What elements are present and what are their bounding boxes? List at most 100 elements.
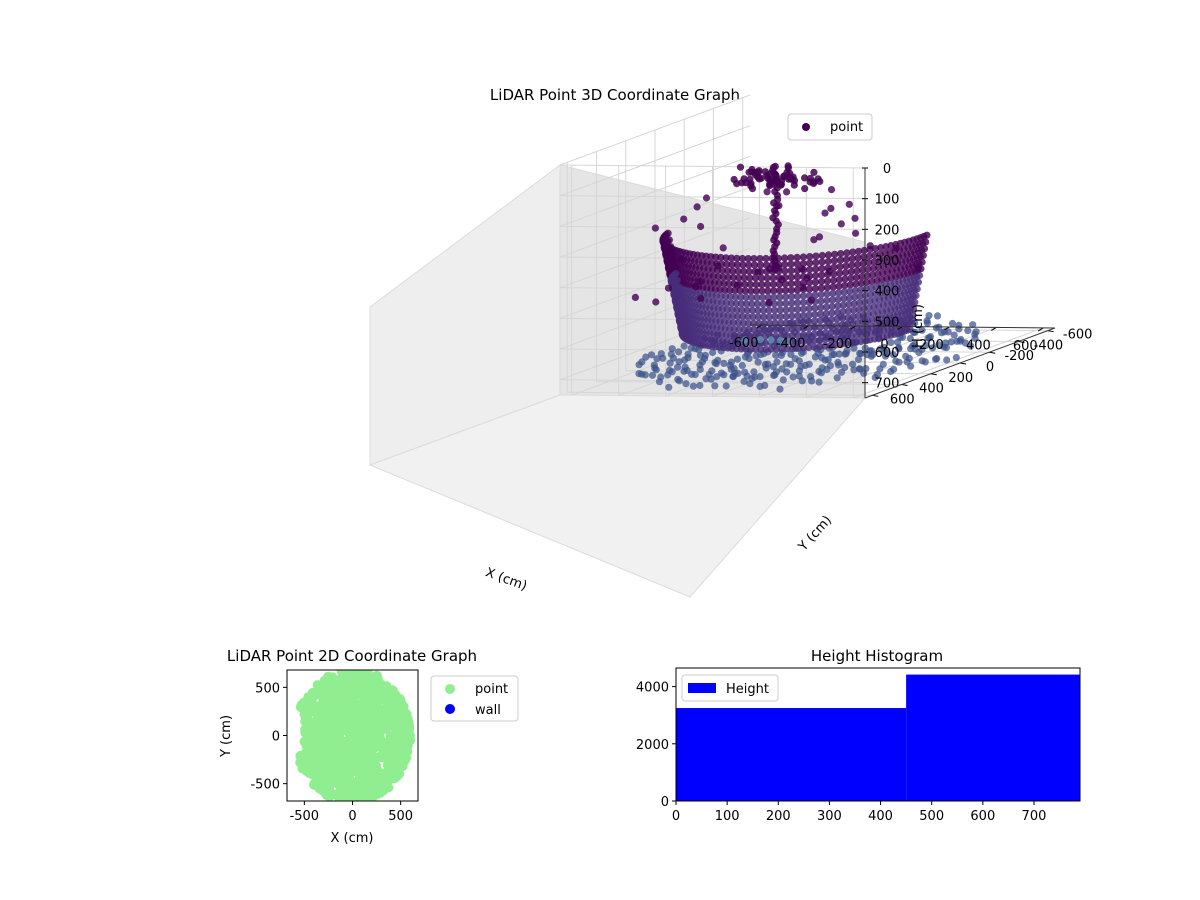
y-axis-line-3d bbox=[864, 327, 1056, 399]
point-3d bbox=[783, 345, 791, 353]
chart-histogram: Height Histogram 0 100 200 300 400 500 600 7000… bbox=[636, 647, 1081, 824]
point-3d bbox=[664, 229, 672, 237]
point-3d bbox=[866, 242, 874, 250]
chart-2d: LiDAR Point 2D Coordinate Graph -500 0 500… bbox=[219, 647, 519, 846]
point-3d bbox=[675, 358, 683, 366]
point-3d bbox=[849, 313, 857, 321]
point-3d bbox=[749, 313, 757, 321]
point-3d bbox=[772, 351, 780, 359]
point-2d bbox=[318, 702, 329, 713]
point-2d bbox=[371, 752, 382, 763]
y-tick-label-2d: 0 bbox=[272, 730, 280, 745]
point-2d bbox=[390, 730, 401, 741]
point-3d bbox=[828, 302, 836, 311]
point-3d bbox=[823, 290, 831, 298]
point-3d bbox=[638, 358, 646, 366]
point-3d bbox=[737, 300, 746, 308]
point-2d bbox=[324, 679, 335, 689]
point-3d bbox=[823, 296, 831, 305]
point-3d bbox=[727, 254, 735, 262]
point-2d bbox=[389, 773, 400, 784]
point-3d bbox=[918, 326, 926, 334]
legend-3d: point bbox=[787, 113, 873, 141]
y-tick-label-3d: -400 bbox=[1034, 338, 1064, 353]
point-3d bbox=[673, 276, 681, 284]
point-3d bbox=[791, 355, 799, 363]
point-3d bbox=[811, 304, 819, 312]
point-3d bbox=[858, 273, 866, 281]
point-3d bbox=[907, 345, 915, 353]
point-3d bbox=[787, 286, 796, 294]
point-3d bbox=[760, 313, 768, 321]
legend-3d-marker bbox=[802, 123, 810, 131]
point-3d bbox=[843, 327, 851, 335]
point-3d bbox=[843, 249, 851, 257]
point-3d bbox=[750, 261, 759, 269]
point-3d bbox=[746, 274, 754, 282]
point-3d bbox=[782, 312, 790, 320]
point-3d bbox=[805, 330, 813, 339]
point-2d bbox=[306, 733, 317, 744]
point-2d bbox=[307, 699, 318, 710]
point-3d bbox=[860, 253, 868, 261]
point-3d bbox=[753, 300, 762, 308]
point-3d bbox=[787, 267, 795, 275]
point-3d bbox=[852, 273, 861, 282]
point-3d bbox=[799, 283, 807, 291]
point-3d bbox=[783, 332, 791, 340]
point-2d bbox=[377, 773, 388, 784]
point-3d bbox=[817, 369, 826, 377]
point-3d bbox=[766, 176, 774, 184]
chart-2d-title: LiDAR Point 2D Coordinate Graph bbox=[227, 647, 477, 665]
point-3d bbox=[887, 339, 895, 347]
point-3d bbox=[794, 331, 802, 339]
point-3d bbox=[783, 368, 791, 376]
x-tick-label-histogram: 600 bbox=[970, 809, 995, 824]
point-3d bbox=[846, 287, 854, 295]
point-3d bbox=[803, 274, 811, 282]
point-3d bbox=[723, 260, 731, 268]
point-3d bbox=[837, 340, 845, 348]
point-3d bbox=[778, 345, 786, 353]
histogram-title: Height Histogram bbox=[811, 647, 943, 665]
point-3d bbox=[835, 276, 843, 284]
point-2d bbox=[342, 741, 353, 752]
point-3d bbox=[787, 280, 795, 288]
point-3d bbox=[714, 262, 722, 270]
point-3d bbox=[816, 336, 824, 344]
point-3d bbox=[777, 351, 785, 360]
point-3d bbox=[788, 319, 796, 327]
point-3d bbox=[761, 326, 769, 334]
x-tick-label-histogram: 500 bbox=[919, 809, 944, 824]
x-tick-label-3d: 400 bbox=[966, 338, 991, 353]
point-3d bbox=[788, 332, 796, 340]
point-3d bbox=[935, 341, 943, 349]
point-3d bbox=[832, 341, 840, 349]
point-3d bbox=[687, 344, 695, 352]
point-3d bbox=[693, 203, 701, 211]
point-3d bbox=[729, 267, 737, 275]
point-3d bbox=[869, 351, 877, 359]
point-3d bbox=[733, 281, 741, 289]
point-3d bbox=[793, 286, 802, 294]
point-3d bbox=[876, 345, 885, 353]
point-3d bbox=[631, 293, 640, 301]
legend-3d-box bbox=[787, 113, 873, 141]
point-3d bbox=[824, 257, 832, 266]
point-3d bbox=[784, 162, 792, 170]
grid-h bbox=[559, 155, 866, 230]
point-3d bbox=[841, 282, 849, 290]
point-3d bbox=[719, 244, 727, 252]
point-3d bbox=[748, 300, 756, 308]
y-tick-3d bbox=[930, 373, 937, 376]
point-3d bbox=[788, 299, 796, 307]
point-3d bbox=[775, 202, 783, 210]
point-3d bbox=[805, 343, 813, 352]
z-tick-label-3d: 0 bbox=[883, 162, 891, 177]
point-3d bbox=[720, 359, 728, 367]
point-3d bbox=[833, 308, 842, 316]
legend-histogram-label: Height bbox=[726, 682, 769, 697]
point-3d bbox=[964, 327, 972, 335]
x-tick-label-3d: 600 bbox=[1013, 339, 1038, 354]
point-3d bbox=[788, 175, 796, 183]
